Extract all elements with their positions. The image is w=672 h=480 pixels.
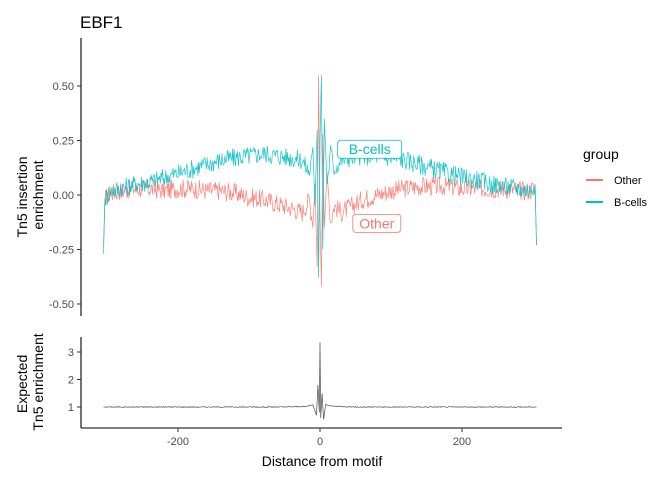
bottom-y-axis-title-line-1: Expected [14, 355, 30, 413]
annotation-box [352, 213, 402, 233]
annotation-box [337, 139, 403, 159]
top-y-axis-title-line-2: enrichment [30, 160, 46, 229]
x-tick-label: 0 [317, 436, 323, 448]
top-y-axis-title-line-1: Tn5 insertion [14, 156, 30, 237]
annotation-label: B-cells [349, 141, 391, 157]
legend-label: Other [614, 175, 642, 187]
series-line-bcells [103, 75, 537, 278]
top-panel: 0.50 0.25 0.00 -0.25 -0.50 B-cells Other [49, 38, 537, 316]
top-y-tick-label: -0.25 [49, 245, 74, 257]
bottom-y-tick-label: 3 [68, 347, 74, 359]
top-y-axis-title: Tn5 insertion enrichment [14, 153, 46, 238]
chart-title: EBF1 [80, 13, 123, 32]
legend-item-bcells: B-cells [586, 197, 648, 209]
x-tick-label: 200 [453, 436, 471, 448]
x-tick-label: -200 [167, 436, 189, 448]
x-axis-title: Distance from motif [262, 453, 383, 469]
legend-title: group [583, 146, 619, 162]
annotation-other: Other [352, 213, 402, 233]
top-y-tick-label: 0.50 [53, 81, 74, 93]
legend-label: B-cells [614, 197, 648, 209]
top-y-tick-label: 0.00 [53, 190, 74, 202]
expected-enrichment-line [103, 342, 537, 420]
legend: group Other B-cells [583, 146, 648, 209]
series-line-other [103, 75, 537, 287]
legend-item-other: Other [586, 175, 642, 187]
annotation-bcells: B-cells [337, 139, 403, 159]
bottom-y-axis-title: Expected Tn5 enrichment [14, 333, 46, 430]
top-y-tick-label: -0.50 [49, 299, 74, 311]
annotation-label: Other [359, 215, 394, 231]
bottom-y-tick-label: 2 [68, 375, 74, 387]
bottom-panel: 3 2 1 -200 0 200 [68, 337, 562, 448]
bottom-y-tick-label: 1 [68, 402, 74, 414]
bottom-y-axis-title-line-2: Tn5 enrichment [30, 333, 46, 430]
top-y-tick-label: 0.25 [53, 136, 74, 148]
